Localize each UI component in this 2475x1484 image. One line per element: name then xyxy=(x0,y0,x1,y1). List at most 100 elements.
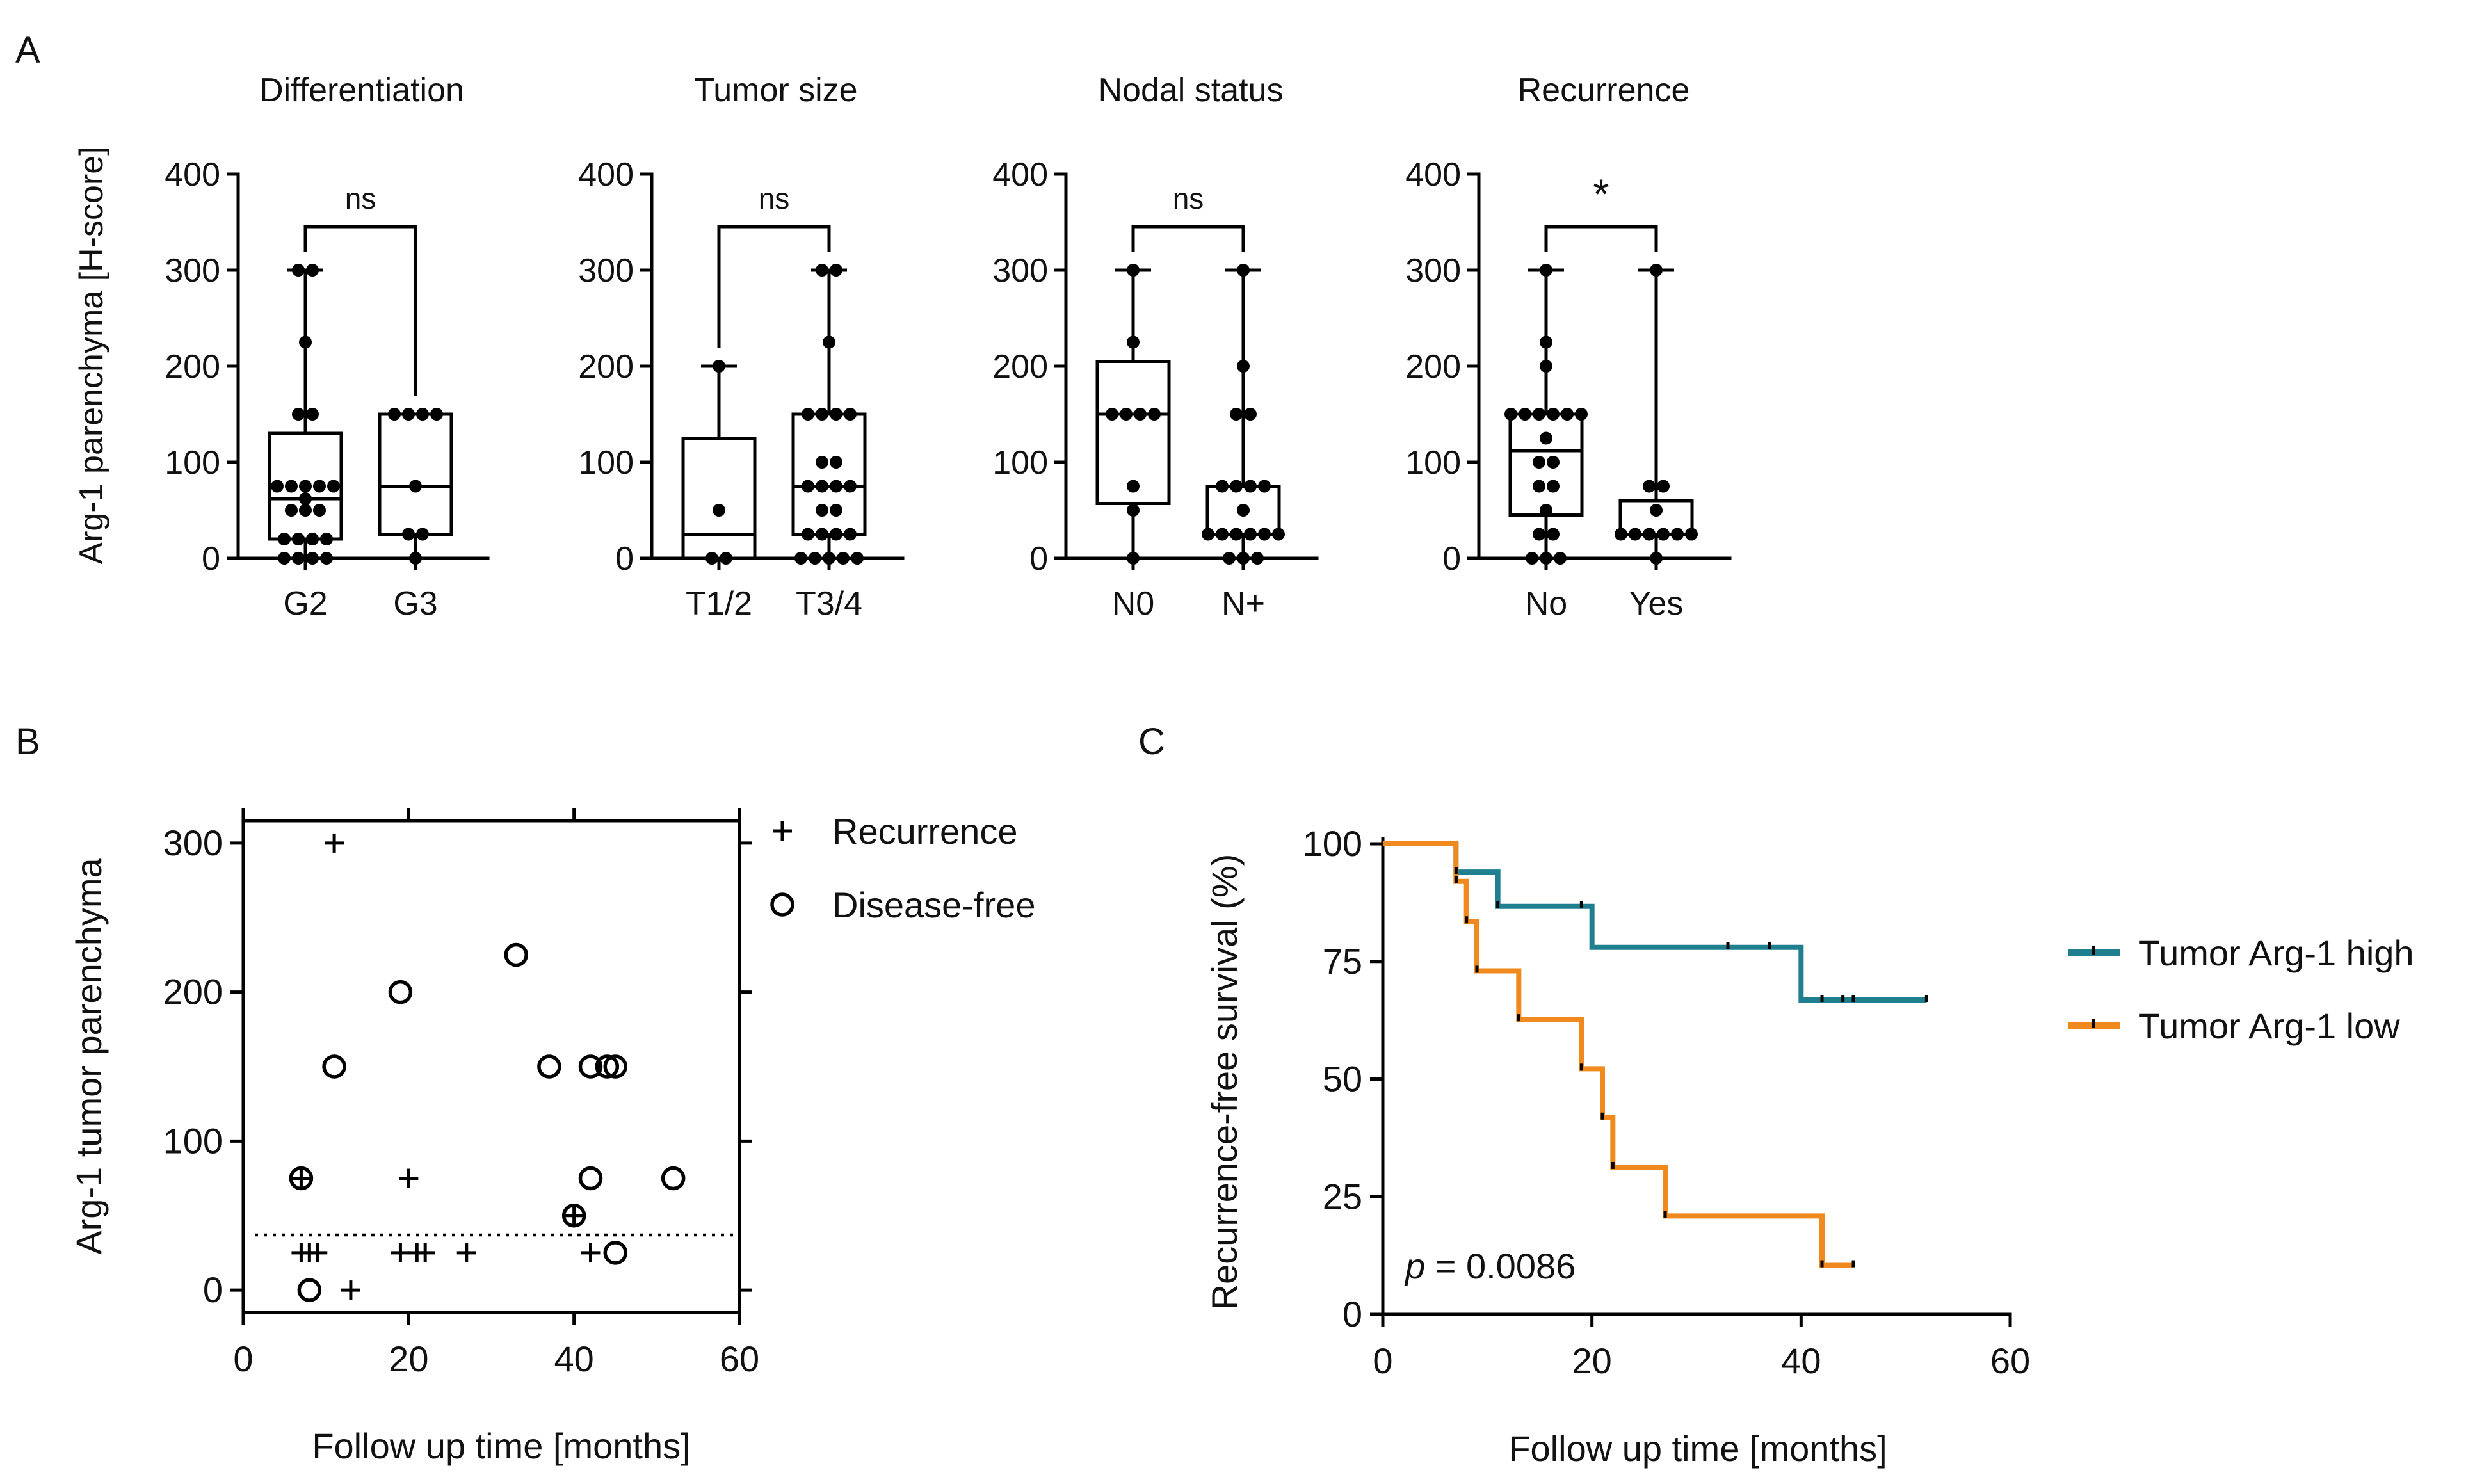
data-point xyxy=(1533,408,1545,421)
data-point xyxy=(402,408,415,421)
data-point xyxy=(1540,360,1552,373)
data-point xyxy=(1547,528,1560,541)
x-tick-label: N0 xyxy=(1112,585,1154,622)
y-tick-label: 300 xyxy=(578,252,634,289)
disease-free-marker xyxy=(661,1166,686,1191)
plot-frame xyxy=(241,819,741,1314)
data-point xyxy=(292,408,305,421)
data-point xyxy=(1657,528,1670,541)
significance-label: * xyxy=(1593,170,1609,218)
plot-title: Nodal status xyxy=(1098,72,1283,109)
data-point xyxy=(1244,408,1257,421)
box-iqr xyxy=(378,412,453,536)
panel-a-ylabel: Arg-1 parenchyma [H-score] xyxy=(73,146,110,564)
data-point xyxy=(1643,480,1656,493)
x-tick-label: 20 xyxy=(389,1339,428,1379)
p-value-symbol: p xyxy=(1404,1246,1425,1286)
data-point xyxy=(1615,528,1627,541)
data-point xyxy=(402,528,415,541)
disease-free-marker xyxy=(322,1054,346,1079)
x-tick-label: Yes xyxy=(1629,585,1684,622)
significance-bracket xyxy=(303,225,417,396)
box-iqr xyxy=(791,412,867,536)
y-tick-label: 100 xyxy=(165,444,220,481)
y-tick-label: 0 xyxy=(203,1270,223,1310)
plot-title: Tumor size xyxy=(694,72,857,109)
data-point xyxy=(1575,408,1588,421)
disease-free-marker xyxy=(297,1278,322,1302)
data-point xyxy=(1685,528,1698,541)
y-tick-label: 50 xyxy=(1323,1059,1362,1099)
p-value-annotation: p = 0.0086 xyxy=(1404,1246,1576,1286)
panel-b-xlabel: Follow up time [months] xyxy=(312,1426,690,1466)
data-point xyxy=(285,504,298,517)
panel-b-scatter-plot: Follow up time [months] Arg-1 tumor pare… xyxy=(69,808,1035,1466)
data-point xyxy=(292,264,305,277)
data-point xyxy=(816,456,828,469)
x-tick-label: G2 xyxy=(283,585,327,622)
legend-circle-marker xyxy=(770,892,794,917)
legend-label-disease-free: Disease-free xyxy=(832,885,1035,925)
data-point xyxy=(802,480,814,493)
data-point xyxy=(844,408,857,421)
data-point xyxy=(830,528,842,541)
x-tick-label: G3 xyxy=(393,585,437,622)
data-point xyxy=(1258,480,1271,493)
km-curve-low xyxy=(1383,841,1853,1268)
data-point xyxy=(802,528,814,541)
data-point xyxy=(1533,528,1545,541)
panel-a-tumor-size-plot: Tumor size 0 100 200 300 400 T1/2 T3/4 ns xyxy=(578,72,905,622)
data-point xyxy=(1237,552,1250,565)
disease-free-marker xyxy=(603,1054,627,1079)
y-tick-label: 100 xyxy=(578,444,634,481)
disease-free-marker xyxy=(578,1054,603,1079)
y-tick-label: 75 xyxy=(1323,941,1362,981)
data-point xyxy=(1657,480,1670,493)
data-point xyxy=(851,552,864,565)
data-point xyxy=(430,408,443,421)
y-tick-label: 0 xyxy=(1342,1294,1362,1334)
data-point xyxy=(1251,552,1264,565)
data-point xyxy=(271,480,284,493)
data-point xyxy=(320,552,333,565)
data-point xyxy=(816,264,828,277)
panel-a-nodal-status-plot: Nodal status 0 100 200 300 400 N0 N+ ns xyxy=(992,72,1319,622)
y-tick-label: 0 xyxy=(615,540,634,577)
disease-free-marker xyxy=(595,1054,620,1079)
y-tick-label: 200 xyxy=(992,348,1048,385)
panel-c-ylabel: Recurrence-free survival (%) xyxy=(1204,854,1245,1311)
panel-c-legend: Tumor Arg-1 high Tumor Arg-1 low xyxy=(2068,933,2414,1046)
data-point xyxy=(830,504,842,517)
data-point xyxy=(1272,528,1285,541)
data-point xyxy=(1533,456,1545,469)
data-point xyxy=(1650,504,1663,517)
y-tick-label: 100 xyxy=(1303,823,1362,864)
y-tick-label: 300 xyxy=(1405,252,1461,289)
data-point xyxy=(1127,552,1140,565)
y-tick-label: 100 xyxy=(1405,444,1461,481)
data-point xyxy=(388,408,401,421)
data-point xyxy=(816,408,828,421)
x-tick-label: 0 xyxy=(233,1339,253,1379)
data-point xyxy=(1650,264,1663,277)
y-tick-label: 25 xyxy=(1323,1176,1362,1216)
data-point xyxy=(1540,504,1552,517)
data-point xyxy=(306,552,319,565)
panel-c-xlabel: Follow up time [months] xyxy=(1508,1428,1887,1469)
data-point xyxy=(1526,552,1538,565)
significance-label: ns xyxy=(759,182,790,215)
box-iqr xyxy=(681,437,757,560)
data-point xyxy=(1106,408,1118,421)
x-tick-label: 40 xyxy=(1781,1341,1821,1381)
data-point xyxy=(830,408,842,421)
data-point xyxy=(1127,335,1140,349)
panel-letter-b: B xyxy=(15,721,40,762)
data-point xyxy=(1223,552,1236,565)
data-point xyxy=(1237,264,1250,277)
y-tick-label: 200 xyxy=(163,972,223,1012)
y-tick-label: 100 xyxy=(163,1120,223,1161)
significance-bracket xyxy=(717,225,831,348)
data-point xyxy=(802,408,814,421)
y-tick-label: 200 xyxy=(165,348,220,385)
legend-label-recurrence: Recurrence xyxy=(832,811,1017,851)
